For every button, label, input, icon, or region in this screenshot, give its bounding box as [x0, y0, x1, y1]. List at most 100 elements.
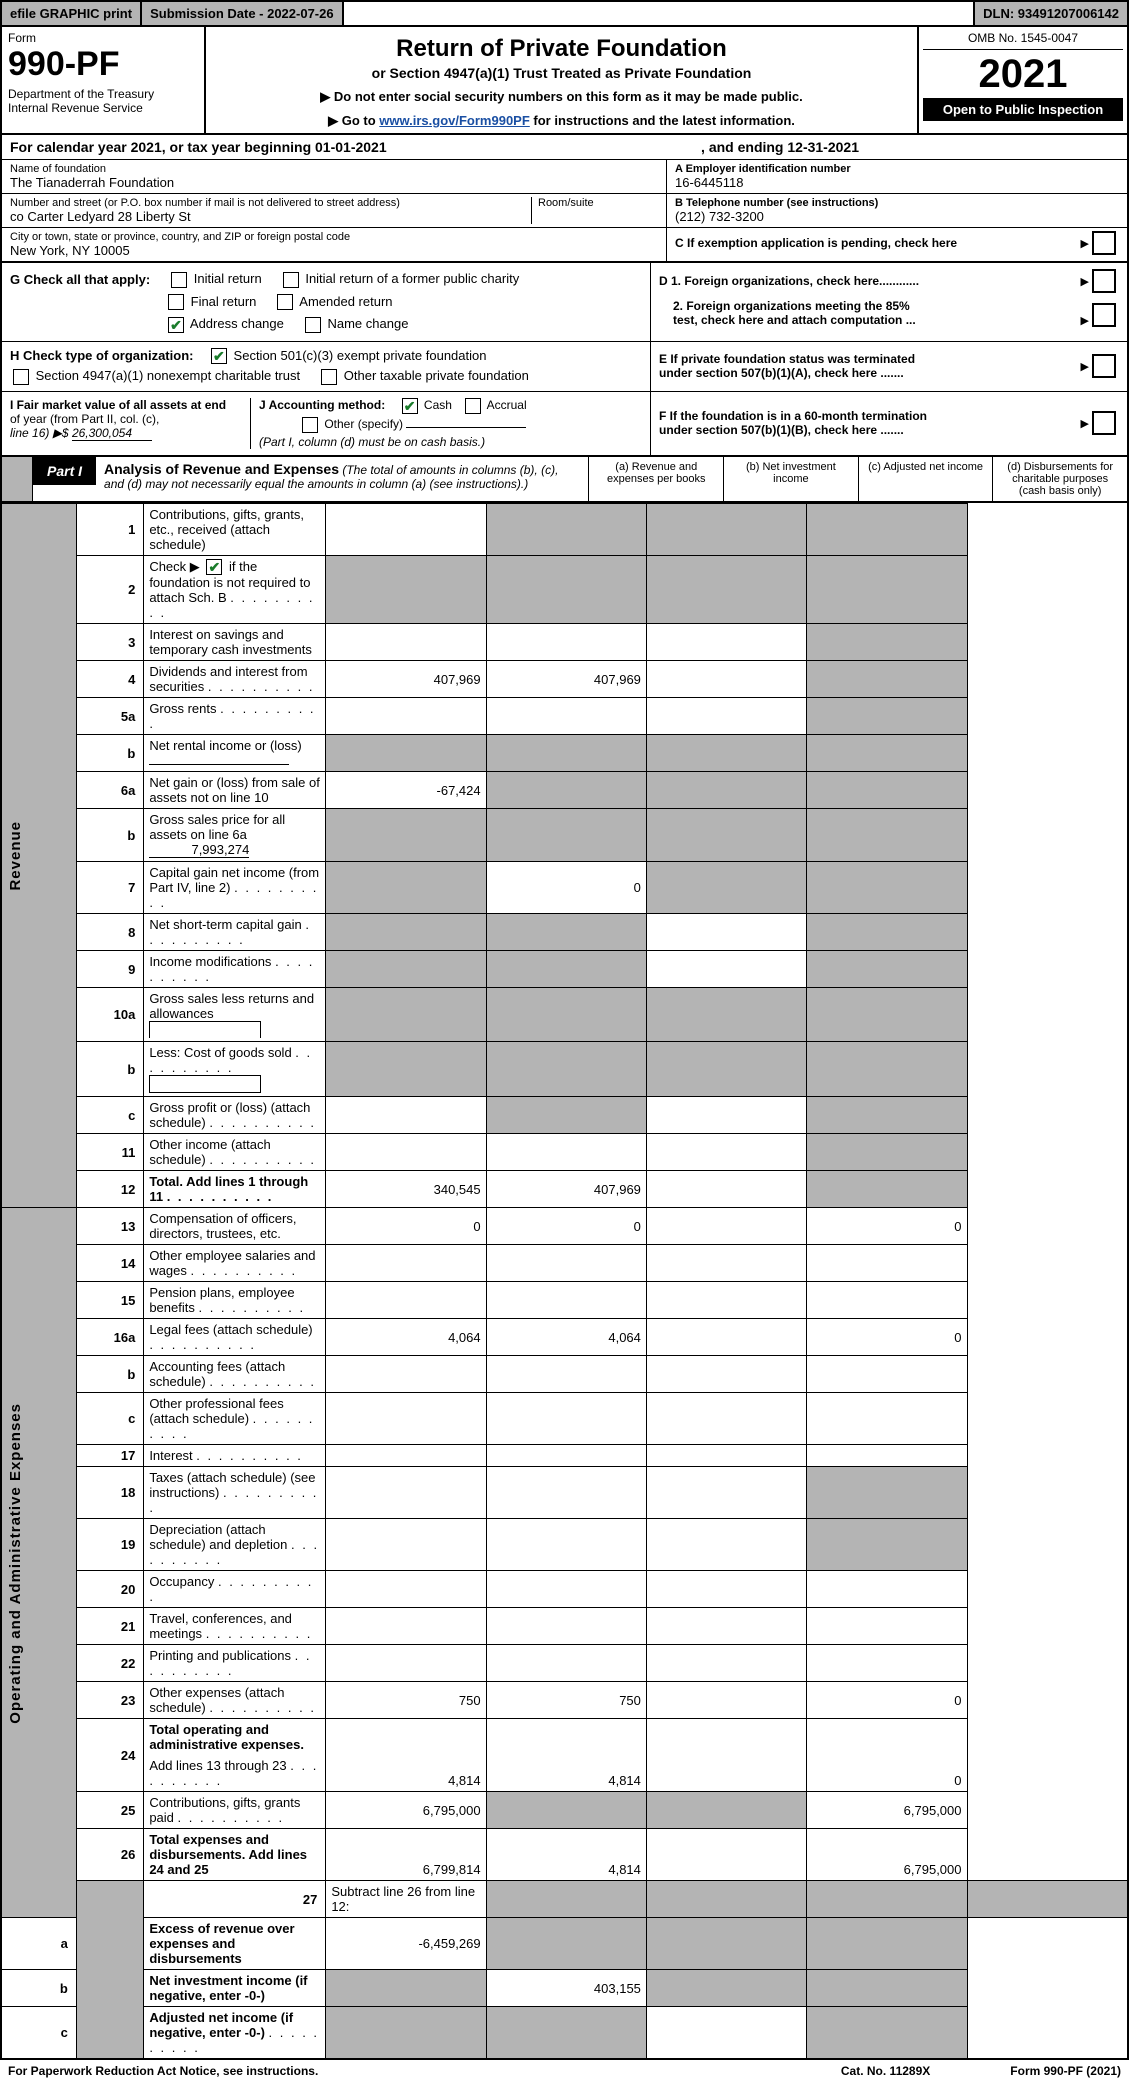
line-26-a: 6,799,814 — [326, 1829, 486, 1881]
line-20-desc: Occupancy — [144, 1571, 326, 1608]
line-17-desc: Interest — [144, 1445, 326, 1467]
line-13-d: 0 — [807, 1208, 967, 1245]
line-6b-amount: 7,993,274 — [149, 842, 249, 858]
line-3-desc: Interest on savings and temporary cash i… — [144, 624, 326, 661]
line-12-desc: Total. Add lines 1 through 11 — [144, 1171, 326, 1208]
h-501c3-label: Section 501(c)(3) exempt private foundat… — [234, 348, 487, 363]
line-16a-b: 4,064 — [486, 1319, 646, 1356]
i-lbl1: I Fair market value of all assets at end — [10, 398, 250, 412]
line-num: 7 — [76, 862, 143, 914]
instructions-link[interactable]: www.irs.gov/Form990PF — [379, 113, 530, 128]
final-return-checkbox[interactable] — [168, 294, 184, 310]
name-change-label: Name change — [327, 316, 408, 331]
j-other-label: Other (specify) — [324, 417, 403, 431]
line-22-desc: Printing and publications — [144, 1645, 326, 1682]
j-accrual-checkbox[interactable] — [465, 398, 481, 414]
entity-info-block: Name of foundation The Tianaderrah Found… — [0, 160, 1129, 263]
part-1-table: Revenue 1 Contributions, gifts, grants, … — [0, 503, 1129, 2061]
form-subtitle: or Section 4947(a)(1) Trust Treated as P… — [214, 65, 909, 81]
line-num: 9 — [76, 951, 143, 988]
line-num: 22 — [76, 1645, 143, 1682]
h-501c3-checkbox[interactable] — [211, 348, 227, 364]
line-27b-b: 403,155 — [486, 1970, 646, 2007]
line-num: a — [1, 1918, 76, 1970]
line-num: 8 — [76, 914, 143, 951]
final-return-label: Final return — [191, 294, 257, 309]
line-num: 6a — [76, 772, 143, 809]
d1-checkbox[interactable] — [1092, 269, 1116, 293]
line-12-b: 407,969 — [486, 1171, 646, 1208]
line-27a-a: -6,459,269 — [326, 1918, 486, 1970]
form-header: Form 990-PF Department of the Treasury I… — [0, 27, 1129, 135]
form-word: Form — [8, 31, 198, 45]
d1-label: D 1. Foreign organizations, check here..… — [659, 274, 1077, 288]
line-27b-desc: Net investment income (if negative, ente… — [144, 1970, 326, 2007]
room-suite-label: Room/suite — [538, 197, 658, 209]
line-11-desc: Other income (attach schedule) — [144, 1134, 326, 1171]
f1-label: F If the foundation is in a 60-month ter… — [659, 409, 1077, 423]
h-4947-checkbox[interactable] — [13, 369, 29, 385]
dept-treasury: Department of the Treasury — [8, 87, 198, 101]
address-change-checkbox[interactable] — [168, 317, 184, 333]
line-num: 13 — [76, 1208, 143, 1245]
line-21-desc: Travel, conferences, and meetings — [144, 1608, 326, 1645]
section-i-j-f: I Fair market value of all assets at end… — [0, 392, 1129, 457]
form-number: 990-PF — [8, 47, 198, 81]
line-26-desc: Total expenses and disbursements. Add li… — [144, 1829, 326, 1881]
line-num: 1 — [76, 503, 143, 555]
line-num: b — [76, 1356, 143, 1393]
e2-label: under section 507(b)(1)(A), check here .… — [659, 366, 1077, 380]
revenue-side-label: Revenue — [7, 821, 24, 891]
name-change-checkbox[interactable] — [305, 317, 321, 333]
arrow-icon — [1077, 236, 1089, 250]
ein-value: 16-6445118 — [675, 175, 1119, 190]
line-num: 24 — [76, 1719, 143, 1792]
exemption-pending-checkbox[interactable] — [1092, 231, 1116, 255]
j-cash-checkbox[interactable] — [402, 398, 418, 414]
amended-return-checkbox[interactable] — [277, 294, 293, 310]
e-checkbox[interactable] — [1092, 354, 1116, 378]
open-to-public: Open to Public Inspection — [923, 98, 1123, 121]
line-13-a: 0 — [326, 1208, 486, 1245]
instruction-1: ▶ Do not enter social security numbers o… — [214, 89, 909, 105]
line-8-desc: Net short-term capital gain — [144, 914, 326, 951]
line-9-desc: Income modifications — [144, 951, 326, 988]
city-label: City or town, state or province, country… — [10, 231, 658, 243]
line-10c-desc: Gross profit or (loss) (attach schedule) — [144, 1097, 326, 1134]
d2-checkbox[interactable] — [1092, 303, 1116, 327]
line-18-desc: Taxes (attach schedule) (see instruction… — [144, 1467, 326, 1519]
line-26-d: 6,795,000 — [807, 1829, 967, 1881]
expenses-side-label: Operating and Administrative Expenses — [7, 1403, 24, 1724]
i-lbl3-pre: line 16) ▶$ — [10, 426, 72, 440]
f-checkbox[interactable] — [1092, 411, 1116, 435]
line-23-desc: Other expenses (attach schedule) — [144, 1682, 326, 1719]
initial-former-label: Initial return of a former public charit… — [305, 271, 519, 286]
j-other-blank — [406, 427, 526, 428]
line-num: 20 — [76, 1571, 143, 1608]
sch-b-checkbox[interactable] — [206, 559, 222, 575]
dln-label: DLN: 93491207006142 — [973, 2, 1127, 25]
phone-value: (212) 732-3200 — [675, 209, 1119, 224]
initial-return-checkbox[interactable] — [171, 272, 187, 288]
line-num: 3 — [76, 624, 143, 661]
initial-former-checkbox[interactable] — [283, 272, 299, 288]
line-25-desc: Contributions, gifts, grants paid — [144, 1792, 326, 1829]
arrow-icon — [1077, 313, 1089, 327]
line-13-b: 0 — [486, 1208, 646, 1245]
exemption-pending-label: C If exemption application is pending, c… — [675, 236, 1077, 250]
line-24-b: 4,814 — [486, 1719, 646, 1792]
efile-label: efile GRAPHIC print — [2, 2, 142, 25]
line-24-desc2: Add lines 13 through 23 — [144, 1755, 326, 1792]
line-24-desc: Total operating and administrative expen… — [144, 1719, 326, 1756]
line-23-a: 750 — [326, 1682, 486, 1719]
h-other-checkbox[interactable] — [321, 369, 337, 385]
line-1-desc: Contributions, gifts, grants, etc., rece… — [144, 503, 326, 555]
line-12-a: 340,545 — [326, 1171, 486, 1208]
h-other-label: Other taxable private foundation — [344, 368, 529, 383]
line-num: 26 — [76, 1829, 143, 1881]
j-other-checkbox[interactable] — [302, 417, 318, 433]
d2b-label: test, check here and attach computation … — [673, 313, 1077, 327]
address-value: co Carter Ledyard 28 Liberty St — [10, 209, 531, 224]
col-a-header: (a) Revenue and expenses per books — [588, 457, 723, 501]
i-lbl2: of year (from Part II, col. (c), — [10, 412, 250, 426]
